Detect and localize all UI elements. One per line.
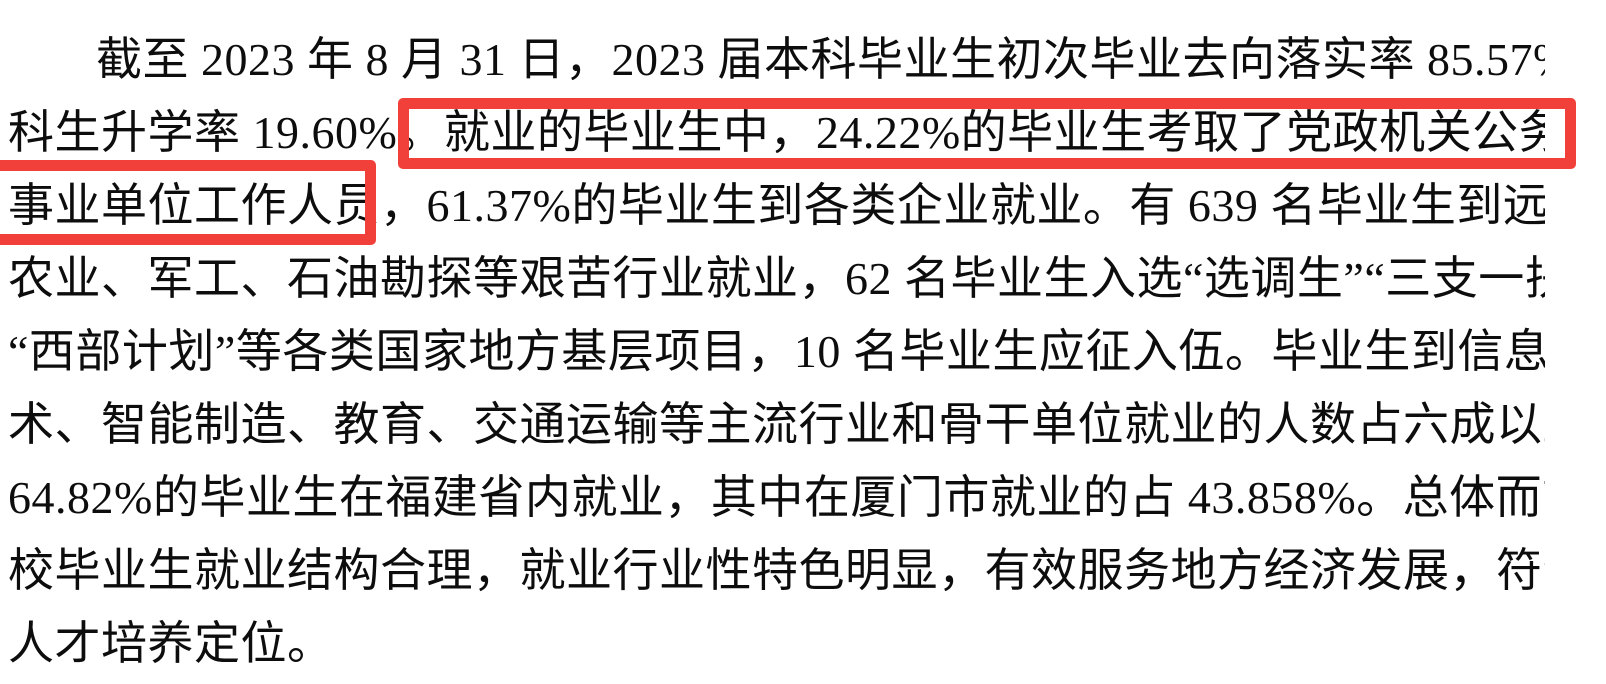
text-line-3: 事业单位工作人员，61.37%的毕业生到各类企业就业。有 639 名毕业生到远洋… <box>8 180 1545 231</box>
text-line-6: 术、智能制造、教育、交通运输等主流行业和骨干单位就业的人数占六成以上。有 <box>8 399 1545 450</box>
text-line-5: “西部计划”等各类国家地方基层项目，10 名毕业生应征入伍。毕业生到信息技 <box>8 326 1545 377</box>
paragraph: 截至 2023 年 8 月 31 日，2023 届本科毕业生初次毕业去向落实率 … <box>8 23 1545 680</box>
text-line-1: 截至 2023 年 8 月 31 日，2023 届本科毕业生初次毕业去向落实率 … <box>96 34 1545 85</box>
text-line-9: 人才培养定位。 <box>8 618 334 669</box>
text-line-4: 农业、军工、石油勘探等艰苦行业就业，62 名毕业生入选“选调生”“三支一扶” <box>8 253 1545 304</box>
text-line-8: 校毕业生就业结构合理，就业行业性特色明显，有效服务地方经济发展，符合我校 <box>8 545 1545 596</box>
text-line-7: 64.82%的毕业生在福建省内就业，其中在厦门市就业的占 43.858%。总体而… <box>8 472 1545 523</box>
text-line-2: 科生升学率 19.60%。就业的毕业生中，24.22%的毕业生考取了党政机关公务… <box>8 107 1545 158</box>
